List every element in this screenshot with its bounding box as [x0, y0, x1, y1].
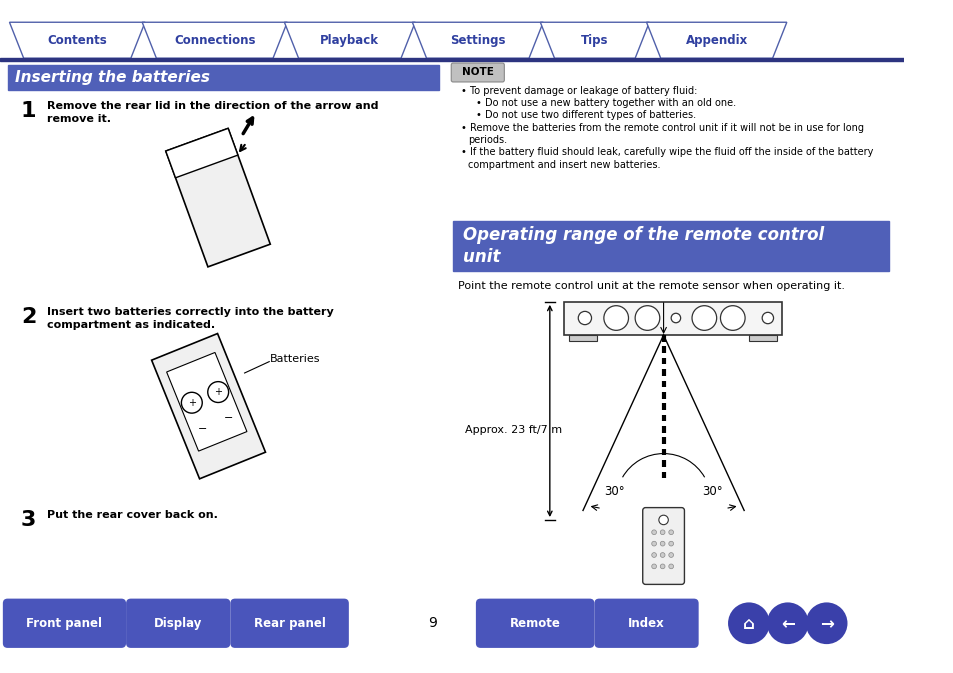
- Text: Remote: Remote: [509, 616, 560, 630]
- Text: • Do not use two different types of batteries.: • Do not use two different types of batt…: [476, 110, 696, 120]
- Circle shape: [668, 564, 673, 569]
- Text: Put the rear cover back on.: Put the rear cover back on.: [48, 510, 218, 520]
- Text: Index: Index: [627, 616, 664, 630]
- Text: compartment and insert new batteries.: compartment and insert new batteries.: [468, 160, 660, 170]
- Circle shape: [208, 382, 229, 402]
- Text: NOTE: NOTE: [461, 67, 494, 77]
- Text: Rear panel: Rear panel: [253, 616, 325, 630]
- FancyBboxPatch shape: [230, 598, 349, 648]
- Polygon shape: [166, 129, 237, 178]
- Text: Display: Display: [153, 616, 202, 630]
- Text: Front panel: Front panel: [27, 616, 102, 630]
- Bar: [8, 65, 438, 90]
- Text: 30°: 30°: [701, 485, 722, 498]
- Text: +: +: [214, 387, 222, 397]
- Circle shape: [651, 541, 656, 546]
- Circle shape: [181, 392, 202, 413]
- Bar: [563, 302, 781, 335]
- Text: −: −: [224, 413, 233, 423]
- Text: compartment as indicated.: compartment as indicated.: [48, 320, 215, 330]
- Bar: [568, 335, 597, 341]
- Circle shape: [720, 306, 744, 330]
- Text: Contents: Contents: [48, 34, 107, 46]
- Polygon shape: [412, 22, 542, 59]
- Circle shape: [659, 564, 664, 569]
- Text: • If the battery fluid should leak, carefully wipe the fluid off the inside of t: • If the battery fluid should leak, care…: [460, 147, 872, 157]
- Text: +: +: [188, 398, 195, 408]
- Circle shape: [668, 553, 673, 557]
- Text: remove it.: remove it.: [48, 114, 112, 125]
- Text: unit: unit: [462, 248, 499, 267]
- FancyBboxPatch shape: [126, 598, 230, 648]
- Circle shape: [651, 564, 656, 569]
- Text: Appendix: Appendix: [685, 34, 747, 46]
- Polygon shape: [10, 22, 145, 59]
- Bar: [748, 335, 777, 341]
- Circle shape: [659, 530, 664, 534]
- Polygon shape: [539, 22, 649, 59]
- Text: Operating range of the remote control: Operating range of the remote control: [462, 225, 823, 244]
- FancyBboxPatch shape: [451, 63, 504, 82]
- Circle shape: [727, 602, 769, 644]
- Text: 9: 9: [427, 616, 436, 630]
- Circle shape: [659, 516, 668, 525]
- Text: Point the remote control unit at the remote sensor when operating it.: Point the remote control unit at the rem…: [457, 281, 844, 291]
- Text: Remove the rear lid in the direction of the arrow and: Remove the rear lid in the direction of …: [48, 101, 378, 111]
- Circle shape: [659, 553, 664, 557]
- Text: • Do not use a new battery together with an old one.: • Do not use a new battery together with…: [476, 98, 735, 108]
- Polygon shape: [142, 22, 287, 59]
- Circle shape: [635, 306, 659, 330]
- Text: 30°: 30°: [603, 485, 624, 498]
- Polygon shape: [166, 129, 270, 267]
- Text: Inserting the batteries: Inserting the batteries: [15, 70, 210, 85]
- FancyBboxPatch shape: [642, 507, 683, 584]
- FancyBboxPatch shape: [476, 598, 594, 648]
- Circle shape: [668, 530, 673, 534]
- Text: 3: 3: [21, 510, 36, 530]
- Circle shape: [603, 306, 628, 330]
- Circle shape: [671, 313, 679, 323]
- Text: Batteries: Batteries: [270, 354, 320, 364]
- Text: −: −: [197, 424, 207, 434]
- Polygon shape: [167, 353, 247, 451]
- Polygon shape: [646, 22, 786, 59]
- Text: Insert two batteries correctly into the battery: Insert two batteries correctly into the …: [48, 307, 334, 316]
- Text: 2: 2: [21, 307, 36, 326]
- Circle shape: [766, 602, 808, 644]
- FancyBboxPatch shape: [594, 598, 698, 648]
- Text: • Remove the batteries from the remote control unit if it will not be in use for: • Remove the batteries from the remote c…: [460, 122, 862, 133]
- Text: ⌂: ⌂: [742, 615, 754, 633]
- Polygon shape: [152, 334, 265, 479]
- Text: ←: ←: [780, 615, 794, 633]
- Circle shape: [659, 541, 664, 546]
- Text: Settings: Settings: [450, 34, 505, 46]
- Circle shape: [691, 306, 716, 330]
- Polygon shape: [284, 22, 415, 59]
- Text: Connections: Connections: [173, 34, 255, 46]
- Circle shape: [578, 312, 591, 324]
- Text: 1: 1: [21, 101, 36, 121]
- Text: →: →: [819, 615, 833, 633]
- Bar: [453, 221, 888, 271]
- Circle shape: [651, 553, 656, 557]
- Circle shape: [761, 312, 773, 324]
- Circle shape: [651, 530, 656, 534]
- Text: Tips: Tips: [580, 34, 608, 46]
- Text: periods.: periods.: [468, 135, 507, 145]
- FancyBboxPatch shape: [3, 598, 126, 648]
- Text: Approx. 23 ft/7 m: Approx. 23 ft/7 m: [464, 425, 561, 435]
- Circle shape: [805, 602, 846, 644]
- Text: • To prevent damage or leakage of battery fluid:: • To prevent damage or leakage of batter…: [460, 85, 697, 96]
- Bar: [0, 59, 903, 61]
- Circle shape: [668, 541, 673, 546]
- Text: Playback: Playback: [320, 34, 379, 46]
